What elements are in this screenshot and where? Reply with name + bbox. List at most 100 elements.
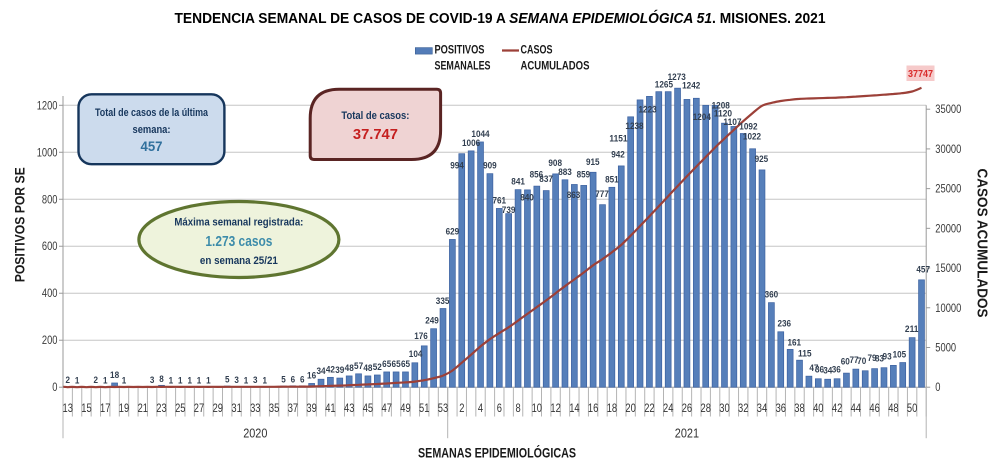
svg-text:1: 1	[187, 376, 192, 386]
svg-text:1: 1	[262, 376, 267, 386]
svg-text:18: 18	[607, 401, 618, 415]
svg-text:43: 43	[344, 401, 355, 415]
svg-text:28: 28	[701, 401, 712, 415]
svg-text:Total de casos:: Total de casos:	[341, 110, 409, 122]
svg-text:15: 15	[81, 401, 92, 415]
svg-text:942: 942	[611, 149, 625, 159]
svg-text:36: 36	[776, 401, 787, 415]
svg-text:25000: 25000	[935, 182, 961, 196]
svg-text:1: 1	[197, 376, 202, 386]
svg-text:semana:: semana:	[133, 124, 171, 136]
svg-text:TENDENCIA SEMANAL DE CASOS DE: TENDENCIA SEMANAL DE CASOS DE COVID-19 A…	[175, 8, 826, 27]
svg-text:1000: 1000	[37, 145, 58, 159]
svg-text:53: 53	[438, 401, 449, 415]
svg-text:211: 211	[905, 324, 919, 334]
svg-text:40: 40	[813, 401, 824, 415]
svg-text:36: 36	[832, 364, 841, 374]
svg-text:915: 915	[586, 157, 600, 167]
svg-text:1044: 1044	[471, 129, 489, 139]
svg-text:93: 93	[883, 352, 892, 362]
svg-text:800: 800	[42, 192, 58, 206]
svg-text:15000: 15000	[935, 261, 961, 275]
svg-text:10000: 10000	[935, 301, 961, 315]
svg-text:21: 21	[138, 401, 149, 415]
svg-text:1006: 1006	[462, 138, 480, 148]
svg-text:837: 837	[539, 174, 553, 184]
svg-text:1092: 1092	[739, 122, 757, 132]
svg-text:3: 3	[150, 375, 155, 385]
svg-text:12: 12	[550, 401, 561, 415]
svg-text:CASOS: CASOS	[521, 45, 553, 57]
svg-text:909: 909	[483, 161, 497, 171]
svg-text:65: 65	[382, 359, 391, 369]
svg-text:925: 925	[755, 154, 769, 164]
svg-text:65: 65	[401, 359, 410, 369]
svg-text:52: 52	[373, 362, 382, 372]
svg-text:25: 25	[175, 401, 186, 415]
svg-text:44: 44	[851, 401, 862, 415]
svg-text:42: 42	[326, 364, 335, 374]
svg-text:46: 46	[869, 401, 880, 415]
svg-text:14: 14	[569, 401, 580, 415]
svg-text:41: 41	[325, 401, 336, 415]
svg-text:0: 0	[52, 380, 57, 394]
svg-text:105: 105	[893, 349, 907, 359]
svg-text:17: 17	[100, 401, 111, 415]
svg-text:49: 49	[400, 401, 411, 415]
svg-text:2: 2	[65, 375, 70, 385]
svg-text:1: 1	[178, 376, 183, 386]
svg-text:5: 5	[225, 375, 230, 385]
svg-text:600: 600	[42, 239, 58, 253]
svg-text:42: 42	[832, 401, 843, 415]
svg-text:1: 1	[244, 376, 249, 386]
svg-text:1204: 1204	[693, 112, 711, 122]
svg-text:34: 34	[757, 401, 768, 415]
svg-text:400: 400	[42, 286, 58, 300]
svg-text:37: 37	[288, 401, 299, 415]
svg-text:38: 38	[794, 401, 805, 415]
svg-text:23: 23	[156, 401, 167, 415]
svg-text:3: 3	[234, 375, 239, 385]
svg-text:30000: 30000	[935, 142, 961, 156]
svg-text:851: 851	[605, 174, 619, 184]
svg-text:1: 1	[206, 376, 211, 386]
svg-text:6: 6	[291, 374, 296, 384]
svg-text:629: 629	[446, 226, 460, 236]
svg-text:48: 48	[363, 363, 372, 373]
svg-text:34: 34	[316, 366, 325, 376]
svg-text:3: 3	[253, 375, 258, 385]
svg-text:50: 50	[907, 401, 918, 415]
svg-text:2: 2	[459, 401, 464, 415]
svg-text:18: 18	[110, 370, 119, 380]
svg-text:883: 883	[558, 167, 572, 177]
svg-text:37.747: 37.747	[353, 127, 398, 143]
svg-text:176: 176	[414, 331, 428, 341]
svg-text:47: 47	[382, 401, 393, 415]
svg-text:51: 51	[419, 401, 430, 415]
svg-text:777: 777	[595, 189, 609, 199]
svg-text:115: 115	[798, 348, 812, 358]
svg-text:249: 249	[425, 316, 439, 326]
svg-text:1: 1	[75, 376, 80, 386]
svg-text:37747: 37747	[908, 68, 933, 80]
svg-text:16: 16	[588, 401, 599, 415]
svg-text:840: 840	[520, 193, 534, 203]
svg-text:48: 48	[345, 363, 354, 373]
svg-text:335: 335	[436, 296, 450, 306]
svg-text:SEMANAS EPIDEMIOLÓGICAS: SEMANAS EPIDEMIOLÓGICAS	[418, 446, 576, 461]
svg-text:161: 161	[788, 338, 802, 348]
svg-text:8: 8	[159, 374, 164, 384]
svg-text:1223: 1223	[639, 104, 657, 114]
svg-text:POSITIVOS POR SE: POSITIVOS POR SE	[13, 167, 28, 282]
svg-text:ACUMULADOS: ACUMULADOS	[521, 61, 590, 73]
svg-text:Total de casos de la última: Total de casos de la última	[95, 107, 209, 119]
svg-text:0: 0	[935, 380, 940, 394]
svg-text:4: 4	[478, 401, 483, 415]
svg-text:6: 6	[300, 374, 305, 384]
svg-text:8: 8	[516, 401, 521, 415]
svg-text:1242: 1242	[682, 81, 700, 91]
svg-text:104: 104	[409, 349, 423, 359]
svg-text:en semana 25/21: en semana 25/21	[200, 255, 278, 267]
svg-text:30: 30	[719, 401, 730, 415]
svg-text:35: 35	[269, 401, 280, 415]
